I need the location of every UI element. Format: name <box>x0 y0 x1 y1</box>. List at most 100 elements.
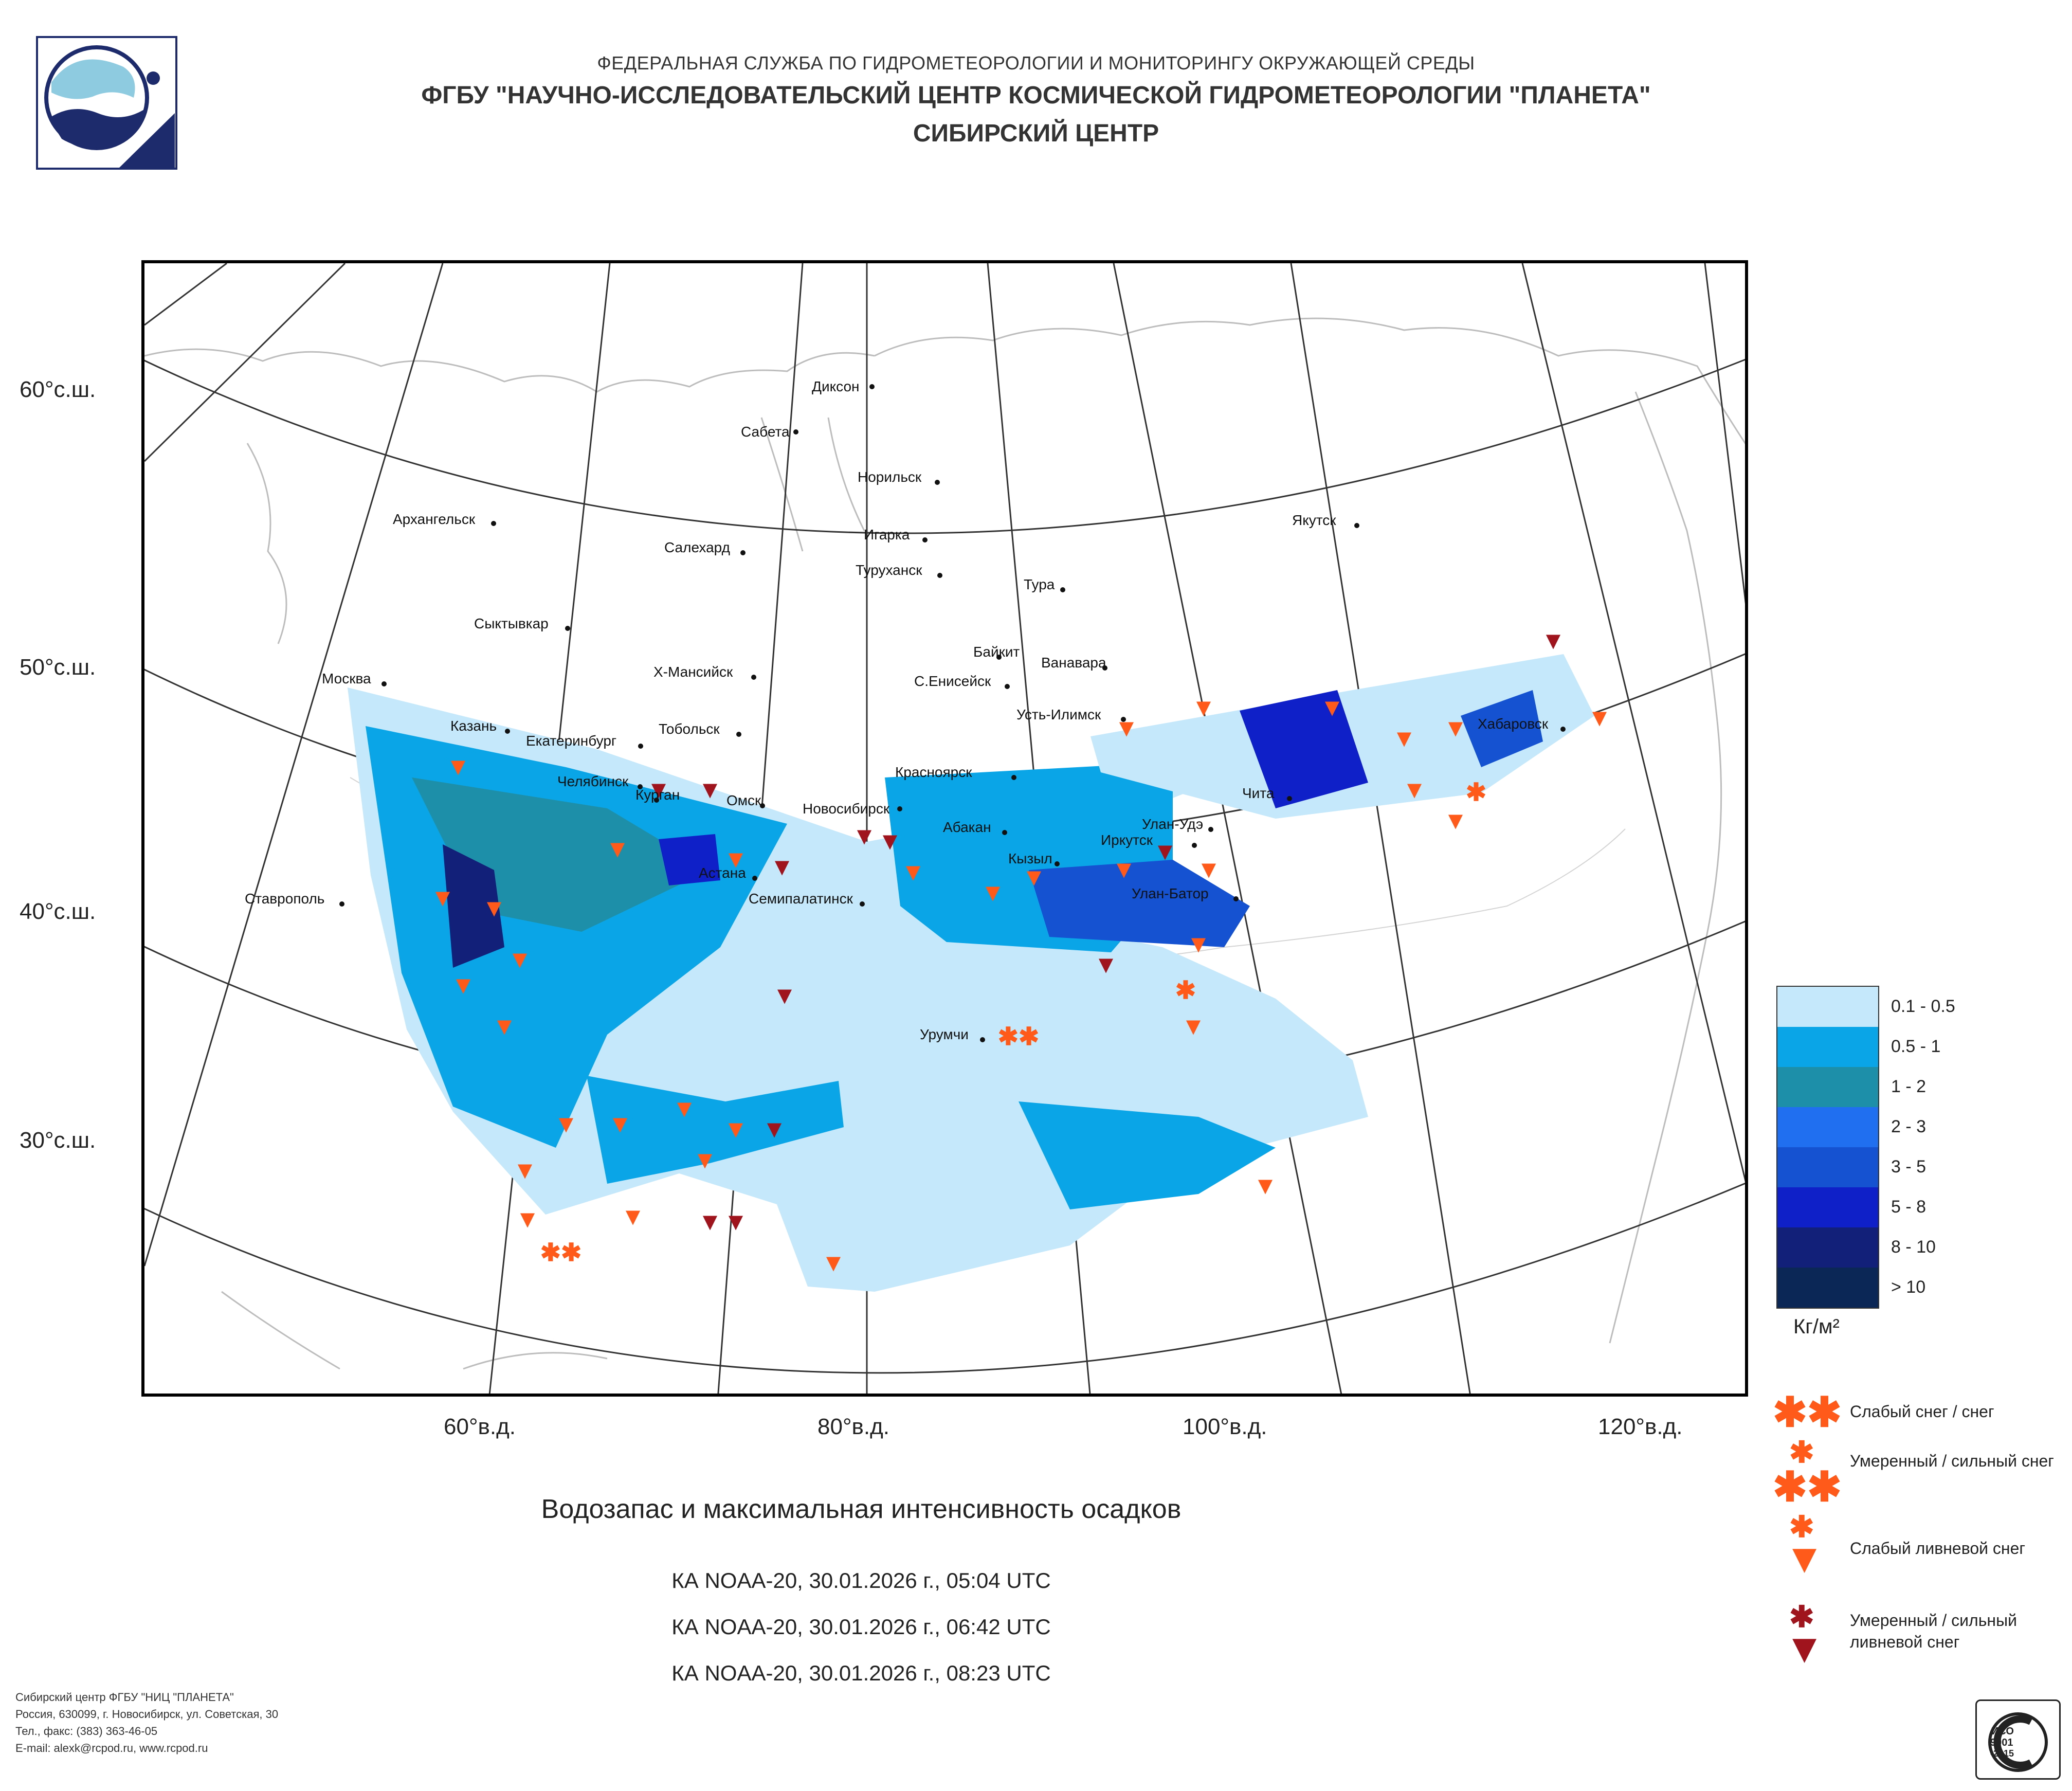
city-turukhansk: Туруханск <box>856 562 922 578</box>
city-igarka: Игарка <box>864 527 910 542</box>
symbol-label: Слабый снег / снег <box>1850 1402 1994 1421</box>
city-krasnoyarsk: Красноярск <box>895 764 972 780</box>
legend-label: 3 - 5 <box>1891 1157 1926 1177</box>
svg-text:▼: ▼ <box>1112 856 1136 883</box>
svg-text:▼: ▼ <box>723 1116 748 1143</box>
svg-text:▼: ▼ <box>1392 725 1416 752</box>
legend-swatch <box>1777 1027 1878 1067</box>
city-salekhard: Салехард <box>664 539 730 555</box>
svg-text:▼: ▼ <box>1443 715 1468 742</box>
center-line: СИБИРСКИЙ ЦЕНТР <box>913 120 1159 147</box>
symbol-label: Слабый ливневой снег <box>1850 1539 2026 1558</box>
city-novosibirsk: Новосибирск <box>803 801 890 817</box>
legend-swatch <box>1777 1147 1878 1187</box>
city-moskva: Москва <box>322 671 371 686</box>
svg-text:▼: ▼ <box>1022 864 1046 891</box>
iso-text: -2015 <box>1990 1748 2014 1759</box>
satellite-swaths <box>348 654 1594 1292</box>
lat-label-30: 30°с.ш. <box>20 1128 96 1153</box>
light-shower-snow-icon: ✱ <box>1789 1510 1814 1544</box>
planeta-logo <box>36 36 177 170</box>
city-sabeta: Сабета <box>741 424 790 440</box>
water-content-legend <box>1776 986 1879 1309</box>
symbol-label: Умеренный / сильный ливневой снег <box>1850 1611 2017 1651</box>
lon-label-80: 80°в.д. <box>817 1414 890 1439</box>
light-snow-icon: ✱✱ <box>1773 1389 1842 1435</box>
svg-text:▼: ▼ <box>605 836 630 863</box>
legend-label: 1 - 2 <box>1891 1077 1926 1096</box>
svg-text:▼: ▼ <box>1443 807 1468 835</box>
moderate-snow-icon: ✱ <box>1789 1436 1814 1469</box>
city-dikson: Диксон <box>812 378 860 394</box>
city-khmansiysk: Х-Мансийск <box>653 664 733 680</box>
legend-swatch <box>1777 1187 1878 1227</box>
city-yakutsk: Якутск <box>1292 512 1336 528</box>
svg-text:▼: ▼ <box>723 1208 748 1236</box>
svg-text:▼: ▼ <box>698 1208 722 1236</box>
svg-text:▼: ▼ <box>1541 627 1566 655</box>
svg-text:▼: ▼ <box>430 884 455 912</box>
svg-text:▼: ▼ <box>1186 931 1211 958</box>
city-abakan: Абакан <box>943 819 991 835</box>
city-chita: Чита <box>1242 785 1275 801</box>
symbol-label: Умеренный / сильный снег <box>1850 1452 2054 1470</box>
svg-text:▼: ▼ <box>1114 715 1139 742</box>
city-irkutsk: Иркутск <box>1101 832 1153 848</box>
city-tura: Тура <box>1024 576 1055 592</box>
svg-text:▼: ▼ <box>723 846 748 873</box>
city-astana: Астана <box>699 865 746 881</box>
city-stavropol: Ставрополь <box>245 891 324 907</box>
svg-text:▼: ▼ <box>980 879 1005 907</box>
map-canvas: ▼ ▼ ▼ ▼ ▼ ▼ ▼ ▼ ▼ ▼ ▼ ▼ ▼ ▼ ▼ ▼ ▼ ▼ ▼ ▼ … <box>144 263 1745 1394</box>
svg-text:▼: ▼ <box>762 1116 787 1143</box>
coastlines <box>144 317 1745 1370</box>
svg-text:▼: ▼ <box>451 972 476 999</box>
contact-footer: Сибирский центр ФГБУ "НИЦ "ПЛАНЕТА" Росс… <box>15 1689 278 1757</box>
svg-text:▼: ▼ <box>1094 951 1118 979</box>
svg-text:▼: ▼ <box>878 828 902 855</box>
lon-label-100: 100°в.д. <box>1183 1414 1267 1439</box>
svg-text:✱: ✱ <box>1175 977 1196 1004</box>
legend-swatch <box>1777 1227 1878 1268</box>
svg-text:▼: ▼ <box>1191 694 1216 721</box>
city-ekaterinburg: Екатеринбург <box>526 733 616 749</box>
city-kyzyl: Кызыл <box>1008 851 1052 866</box>
svg-text:▼: ▼ <box>1181 1013 1206 1040</box>
snow-symbols: ▼ ▼ ▼ ▼ ▼ ▼ ▼ ▼ ▼ ▼ ▼ ▼ ▼ ▼ ▼ ▼ ▼ ▼ ▼ ▼ … <box>430 627 1612 1277</box>
city-tobolsk: Тобольск <box>659 721 720 737</box>
svg-text:▼: ▼ <box>1587 704 1612 732</box>
footer-line: Сибирский центр ФГБУ "НИЦ "ПЛАНЕТА" <box>15 1691 234 1704</box>
svg-text:▼: ▼ <box>446 753 470 781</box>
lon-label-60: 60°в.д. <box>444 1414 516 1439</box>
svg-text:▼: ▼ <box>770 854 794 881</box>
iso-text: ИСО <box>1991 1726 2014 1737</box>
agency-line: ФЕДЕРАЛЬНАЯ СЛУЖБА ПО ГИДРОМЕТЕОРОЛОГИИ … <box>597 52 1475 74</box>
svg-text:▼: ▼ <box>608 1111 632 1138</box>
lat-label-40: 40°с.ш. <box>20 899 96 924</box>
city-semipalatinsk: Семипалатинск <box>749 891 853 907</box>
pass-3: КА NOAA-20, 30.01.2026 г., 08:23 UTC <box>671 1661 1051 1685</box>
city-khabarovsk: Хабаровск <box>1478 716 1549 732</box>
svg-text:▼: ▼ <box>901 859 925 886</box>
svg-text:▼: ▼ <box>1196 856 1221 883</box>
city-dots <box>339 384 1566 1042</box>
footer-line: Тел., факс: (383) 363-46-05 <box>15 1725 158 1738</box>
heavy-shower-snow-icon: ✱ <box>1789 1600 1814 1634</box>
precipitation-map: ▼ ▼ ▼ ▼ ▼ ▼ ▼ ▼ ▼ ▼ ▼ ▼ ▼ ▼ ▼ ▼ ▼ ▼ ▼ ▼ … <box>141 260 1748 1397</box>
footer-line: E-mail: alexk@rcpod.ru, www.rcpod.ru <box>15 1742 208 1754</box>
institute-line: ФГБУ "НАУЧНО-ИССЛЕДОВАТЕЛЬСКИЙ ЦЕНТР КОС… <box>421 82 1651 109</box>
svg-text:▼: ▼ <box>507 946 532 973</box>
svg-text:▼: ▼ <box>1402 776 1427 804</box>
city-baykit: Байкит <box>973 644 1020 660</box>
svg-text:✱✱: ✱✱ <box>998 1023 1039 1051</box>
pass-2: КА NOAA-20, 30.01.2026 г., 06:42 UTC <box>671 1615 1051 1639</box>
lat-label-50: 50°с.ш. <box>20 655 96 680</box>
svg-text:▼: ▼ <box>698 776 722 804</box>
svg-text:▼: ▼ <box>1320 694 1344 721</box>
city-syktyvkar: Сыктывкар <box>474 616 549 631</box>
city-labels: Диксон Сабета Норильск Архангельск Салех… <box>245 378 1549 1042</box>
legend-swatch <box>1777 1268 1878 1308</box>
city-omsk: Омск <box>726 792 761 808</box>
legend-label: 5 - 8 <box>1891 1197 1926 1217</box>
city-ulan-bator: Улан-Батор <box>1132 885 1209 901</box>
